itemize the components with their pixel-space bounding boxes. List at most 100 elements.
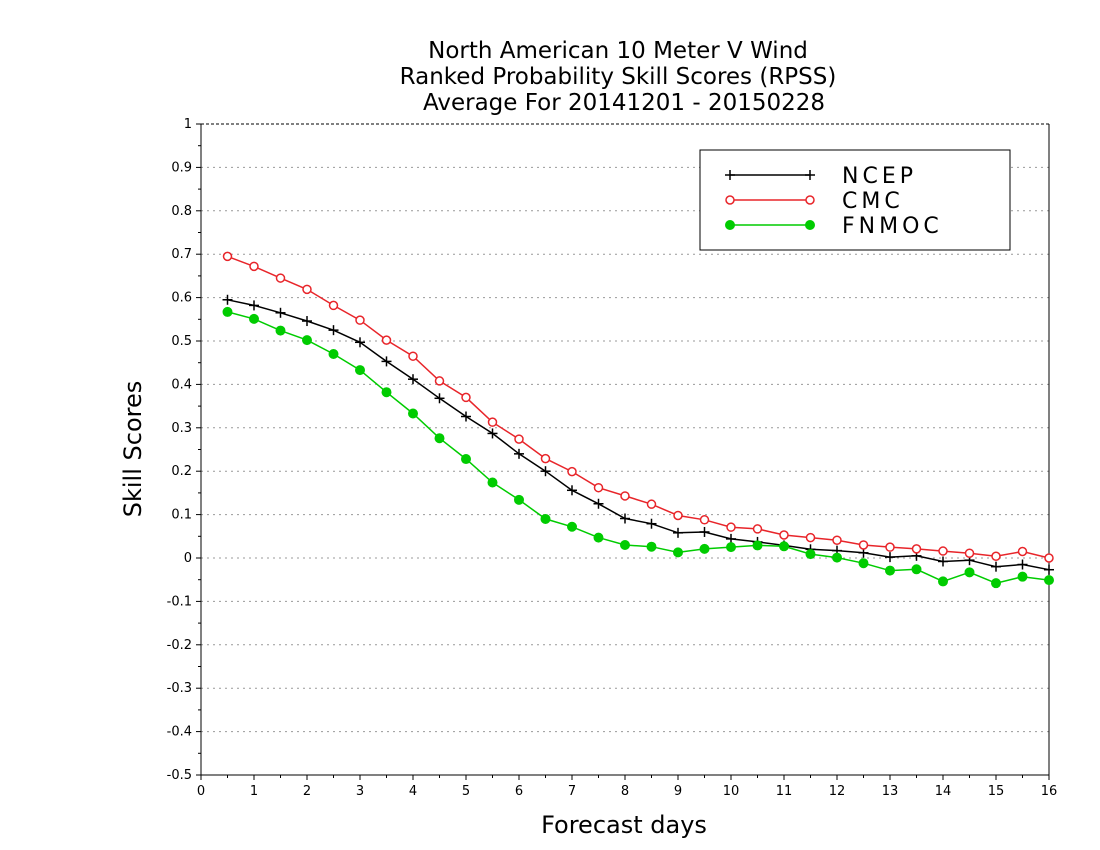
legend-label: FNMOC xyxy=(842,214,943,239)
data-point-cmc xyxy=(805,532,816,543)
data-point-ncep xyxy=(514,448,524,459)
series-line-ncep xyxy=(227,299,1050,571)
series-line-cmc xyxy=(227,255,1050,559)
data-point-ncep xyxy=(275,307,286,318)
data-point-fnmoc xyxy=(646,541,657,552)
data-point-ncep xyxy=(646,518,657,529)
legend-label: NCEP xyxy=(842,164,917,189)
legend-entry-cmc: CMC xyxy=(725,189,900,214)
legend-marker-end xyxy=(805,170,815,180)
chart-title: North American 10 Meter V Wind Ranked Pr… xyxy=(400,38,837,116)
data-point-fnmoc xyxy=(620,539,630,550)
data-point-fnmoc xyxy=(355,365,365,376)
data-point-ncep xyxy=(222,294,233,305)
x-axis-ticks: 0 1 2 3 4 5 6 7 8 9 10 11 12 13 14 15 16 xyxy=(197,775,1057,799)
data-point-cmc xyxy=(964,548,975,558)
data-point-ncep xyxy=(381,356,392,367)
data-point-fnmoc xyxy=(487,477,498,488)
data-point-fnmoc xyxy=(1044,575,1054,586)
data-point-ncep xyxy=(1017,559,1028,570)
data-point-ncep xyxy=(461,411,471,422)
data-point-ncep xyxy=(991,561,1001,572)
data-point-cmc xyxy=(461,392,471,403)
data-point-fnmoc xyxy=(567,521,577,532)
data-point-ncep xyxy=(699,526,710,537)
data-point-cmc xyxy=(434,376,445,386)
data-point-fnmoc xyxy=(461,454,471,465)
series-line-fnmoc xyxy=(227,311,1050,584)
x-tick-label: 12 xyxy=(829,784,846,799)
x-tick-label: 7 xyxy=(568,784,576,799)
data-point-ncep xyxy=(540,466,551,477)
y-tick-label: -0.5 xyxy=(167,768,192,783)
series-cmc xyxy=(222,251,1054,563)
data-point-ncep xyxy=(593,498,604,509)
data-point-fnmoc xyxy=(514,494,524,505)
legend-marker-end xyxy=(805,220,815,230)
series xyxy=(222,251,1054,589)
data-point-fnmoc xyxy=(222,306,233,317)
chart-title-line-1: North American 10 Meter V Wind xyxy=(428,38,808,64)
data-point-cmc xyxy=(885,542,895,552)
data-point-cmc xyxy=(487,417,498,427)
data-point-ncep xyxy=(328,325,339,336)
x-tick-label: 2 xyxy=(303,784,311,799)
data-point-cmc xyxy=(673,510,683,521)
data-point-cmc xyxy=(699,515,710,525)
y-axis-ticks: -0.5 -0.4 -0.3 -0.2 -0.1 0 0.1 0.2 0.3 0.4 0.5 0.6 0… xyxy=(167,117,201,783)
data-point-ncep xyxy=(885,552,895,563)
x-tick-label: 15 xyxy=(988,784,1005,799)
y-tick-label: 0.8 xyxy=(171,204,192,219)
data-point-cmc xyxy=(911,544,922,554)
x-tick-label: 13 xyxy=(882,784,899,799)
data-point-cmc xyxy=(620,491,630,501)
chart-title-line-2: Ranked Probability Skill Scores (RPSS) xyxy=(400,64,837,90)
y-tick-label: 1 xyxy=(184,117,192,132)
data-point-cmc xyxy=(328,300,339,311)
data-point-cmc xyxy=(779,530,789,540)
data-point-cmc xyxy=(540,453,551,464)
y-tick-label: 0.2 xyxy=(171,464,192,479)
data-point-cmc xyxy=(381,335,392,345)
data-point-ncep xyxy=(302,316,312,327)
y-axis-label: Skill Scores xyxy=(119,381,147,518)
data-point-fnmoc xyxy=(381,387,392,398)
data-point-fnmoc xyxy=(249,313,259,324)
data-point-cmc xyxy=(302,284,312,295)
x-tick-label: 14 xyxy=(935,784,952,799)
series-fnmoc xyxy=(222,306,1054,589)
data-point-cmc xyxy=(567,466,577,477)
data-point-cmc xyxy=(752,524,763,534)
data-point-cmc xyxy=(275,273,286,283)
legend-marker-end xyxy=(805,195,815,205)
data-point-fnmoc xyxy=(275,325,286,336)
data-point-ncep xyxy=(620,513,630,524)
data-point-ncep xyxy=(487,428,498,439)
data-point-cmc xyxy=(1017,546,1028,557)
data-point-fnmoc xyxy=(832,552,842,563)
data-point-fnmoc xyxy=(673,547,683,558)
data-point-fnmoc xyxy=(858,558,869,569)
data-point-ncep xyxy=(434,393,445,404)
x-tick-label: 3 xyxy=(356,784,364,799)
data-point-cmc xyxy=(646,499,657,509)
data-point-cmc xyxy=(991,551,1001,562)
legend-entry-fnmoc: FNMOC xyxy=(725,214,943,239)
y-tick-label: -0.1 xyxy=(167,594,192,609)
chart-title-line-3: Average For 20141201 - 20150228 xyxy=(423,90,825,116)
data-point-fnmoc xyxy=(964,567,975,578)
data-point-ncep xyxy=(567,485,577,496)
data-point-fnmoc xyxy=(593,532,604,543)
data-point-fnmoc xyxy=(540,513,551,524)
y-tick-label: 0.3 xyxy=(171,421,192,436)
y-tick-label: 0.7 xyxy=(171,247,192,262)
data-point-fnmoc xyxy=(938,576,948,587)
data-point-fnmoc xyxy=(805,549,816,560)
data-point-fnmoc xyxy=(991,578,1001,589)
legend-marker-start xyxy=(725,220,735,230)
data-point-cmc xyxy=(408,351,418,361)
data-point-fnmoc xyxy=(328,349,339,360)
y-tick-label: 0.6 xyxy=(171,291,192,306)
